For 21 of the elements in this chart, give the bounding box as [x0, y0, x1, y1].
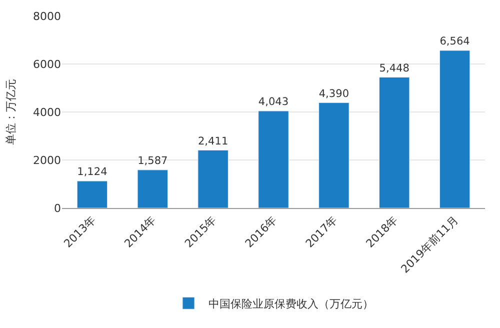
bar [379, 77, 410, 208]
bar [258, 110, 289, 208]
bar [318, 102, 350, 208]
bar [76, 180, 108, 208]
y-tick-label: 4000 [33, 106, 61, 119]
y-tick-label: 0 [54, 202, 61, 215]
text: 1,587 [138, 155, 168, 168]
y-axis-title: 单位：万亿元 [4, 79, 18, 145]
text: 5,448 [379, 62, 410, 74]
y-tick-label: 8000 [33, 10, 61, 23]
y-tick-label: 6000 [33, 58, 61, 71]
bar [439, 50, 470, 208]
y-tick-label: 2000 [33, 154, 61, 167]
bar [198, 150, 228, 208]
text: 4,043 [258, 96, 289, 108]
text: 6,564 [440, 36, 470, 48]
bar [137, 170, 168, 208]
text: 4,390 [318, 88, 350, 100]
text: 1,124 [77, 166, 108, 178]
legend-label: 中国保险业原保费收入（万亿元） [208, 297, 374, 310]
text: 2,411 [198, 135, 228, 148]
